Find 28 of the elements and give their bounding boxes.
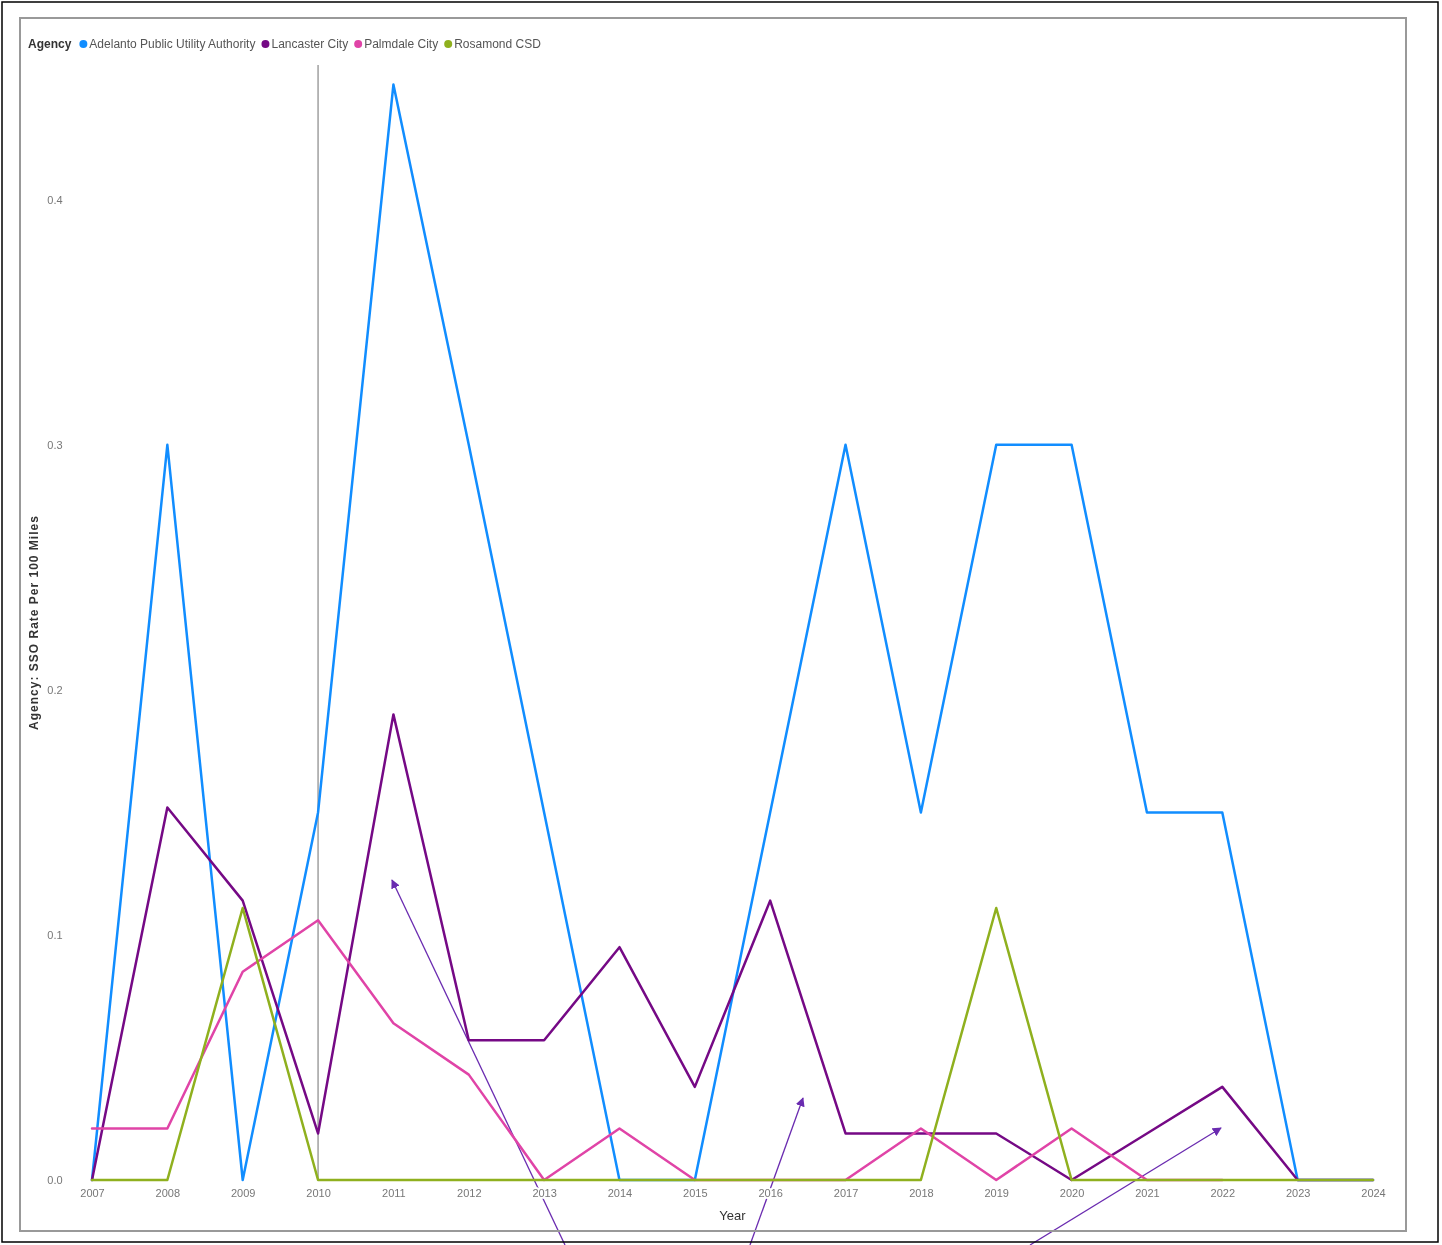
x-tick-label: 2008 (155, 1186, 181, 1199)
x-tick-label: 2019 (984, 1186, 1009, 1199)
legend-label: Palmdale City (364, 37, 439, 51)
legend-title: Agency (28, 37, 72, 51)
y-tick-label: 0.3 (47, 438, 63, 451)
x-tick-label: 2022 (1210, 1186, 1236, 1199)
y-tick-label: 0.2 (47, 683, 63, 696)
x-tick-label: 2023 (1285, 1186, 1311, 1199)
x-tick-label: 2024 (1361, 1186, 1386, 1199)
legend-label: Lancaster City (271, 37, 349, 51)
x-tick-label: 2017 (833, 1186, 859, 1199)
x-tick-label: 2009 (230, 1186, 256, 1199)
y-axis-title: Agency: SSO Rate Per 100 Miles (27, 515, 41, 730)
x-tick-label: 2018 (909, 1186, 934, 1199)
x-tick-label: 2007 (80, 1186, 105, 1199)
y-tick-label: 0.0 (47, 1174, 63, 1187)
x-tick-label: 2020 (1059, 1186, 1085, 1199)
y-tick-label: 0.4 (47, 193, 63, 206)
x-tick-label: 2021 (1135, 1186, 1160, 1199)
x-tick-label: 2011 (382, 1186, 406, 1199)
x-tick-label: 2010 (306, 1186, 331, 1199)
x-axis-title: Year (719, 1208, 747, 1223)
x-tick-label: 2015 (683, 1186, 708, 1199)
y-tick-label: 0.1 (47, 928, 63, 941)
x-tick-label: 2014 (607, 1186, 633, 1199)
legend-label: Rosamond CSD (454, 37, 542, 51)
legend-label: Adelanto Public Utility Authority (89, 37, 256, 51)
x-tick-label: 2012 (457, 1186, 482, 1199)
